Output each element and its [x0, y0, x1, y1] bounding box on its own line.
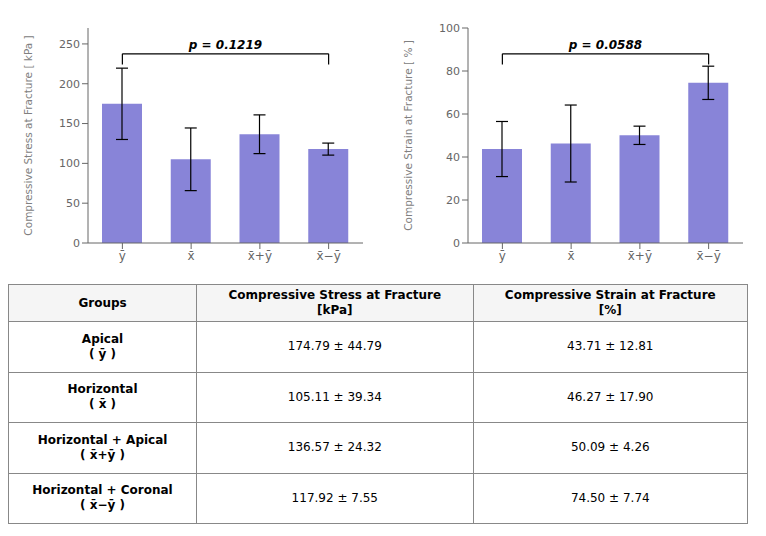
html-text:Apical ( ȳ ): Apical ( ȳ ): [81, 331, 124, 361]
html-text:174.79 ± 44.79: 174.79 ± 44.79: [287, 339, 382, 354]
svg-text:x̄+ȳ: x̄+ȳ: [628, 249, 652, 263]
html-text:Groups: Groups: [78, 295, 127, 310]
svg-text:80: 80: [446, 65, 460, 78]
html-text:Horizontal + Apical ( x̄+ȳ ): Horizontal + Apical ( x̄+ȳ ): [37, 432, 168, 462]
html-text:43.71 ± 12.81: 43.71 ± 12.81: [567, 339, 654, 354]
svg-text:250: 250: [59, 38, 80, 51]
svg-text:ȳ: ȳ: [119, 249, 126, 263]
html-text:Horizontal + Coronal ( x̄−ȳ ): Horizontal + Coronal ( x̄−ȳ ): [32, 483, 173, 513]
svg-text:ȳ: ȳ: [499, 249, 506, 263]
html-text:Compressive Strain at Fracture: Compressive Strain at Fracture [%]: [504, 288, 716, 317]
svg-text:x̄: x̄: [188, 249, 195, 263]
svg-text:20: 20: [446, 194, 460, 207]
svg-text:200: 200: [59, 78, 80, 91]
svg-text:100: 100: [439, 22, 460, 35]
svg-text:100: 100: [59, 157, 80, 170]
html-text:Compressive Stress at Fracture: Compressive Stress at Fracture [kPa]: [228, 288, 442, 317]
svg-text:60: 60: [446, 108, 460, 121]
html-text:74.50 ± 7.74: 74.50 ± 7.74: [570, 490, 650, 505]
svg-text:Compressive Stress at Fracture: Compressive Stress at Fracture [ kPa ]: [22, 35, 34, 235]
html-text:Horizontal ( x̄ ): Horizontal ( x̄ ): [67, 382, 138, 412]
html-text:50.09 ± 4.26: 50.09 ± 4.26: [570, 440, 650, 455]
html-text:117.92 ± 7.55: 117.92 ± 7.55: [291, 490, 378, 505]
svg-text:p = 0.1219: p = 0.1219: [188, 38, 262, 52]
html-text:136.57 ± 24.32: 136.57 ± 24.32: [287, 440, 382, 455]
svg-text:50: 50: [66, 197, 80, 210]
svg-text:40: 40: [446, 151, 460, 164]
svg-text:x̄: x̄: [568, 249, 575, 263]
html-text:46.27 ± 17.90: 46.27 ± 17.90: [567, 389, 654, 404]
svg-text:x̄+ȳ: x̄+ȳ: [248, 249, 272, 263]
svg-text:Compressive Strain at Fracture: Compressive Strain at Fracture [ % ]: [402, 40, 414, 231]
svg-text:0: 0: [453, 237, 460, 250]
svg-text:p = 0.0588: p = 0.0588: [568, 38, 642, 52]
svg-text:x̄−ȳ: x̄−ȳ: [316, 249, 340, 263]
svg-text:0: 0: [73, 237, 80, 250]
svg-text:150: 150: [59, 117, 80, 130]
html-text:105.11 ± 39.34: 105.11 ± 39.34: [287, 389, 382, 404]
svg-text:x̄−ȳ: x̄−ȳ: [696, 249, 720, 263]
